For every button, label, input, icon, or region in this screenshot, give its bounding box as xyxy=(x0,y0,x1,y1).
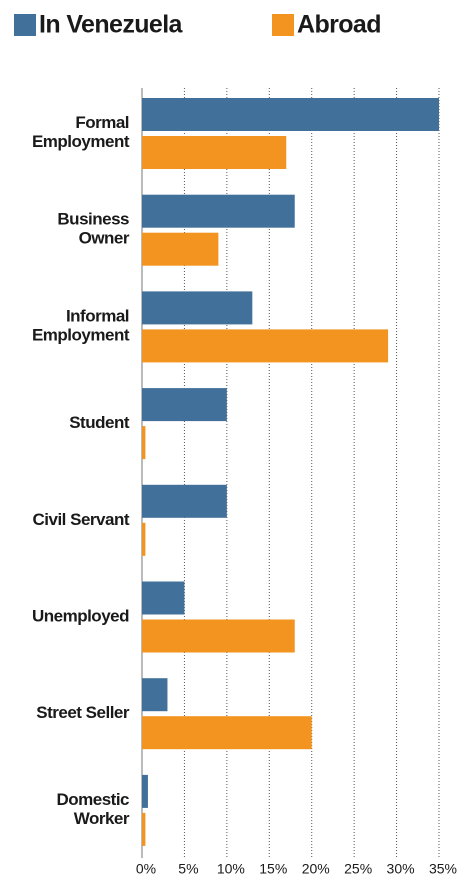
x-tick-label: 30% xyxy=(387,861,415,877)
x-tick-label: 25% xyxy=(344,861,372,877)
bar xyxy=(142,194,295,228)
y-tick-label: Formal Employment xyxy=(32,113,130,151)
y-tick-label: Unemployed xyxy=(32,606,129,625)
bar xyxy=(142,484,227,518)
bar xyxy=(142,98,439,131)
bar xyxy=(142,291,253,325)
bar xyxy=(142,329,389,363)
bar xyxy=(142,232,219,266)
x-tick-label: 10% xyxy=(217,861,245,877)
x-tick-label: 20% xyxy=(302,861,330,877)
y-tick-label: Business Owner xyxy=(57,210,129,248)
x-tick-label: 0% xyxy=(136,861,156,877)
y-tick-label: Street Seller xyxy=(36,703,130,722)
y-tick-label: Student xyxy=(69,413,130,432)
bar xyxy=(142,388,227,422)
bar xyxy=(142,716,312,750)
bar xyxy=(142,426,146,460)
x-tick-label: 5% xyxy=(178,861,198,877)
legend-swatch xyxy=(272,14,294,36)
x-tick-label: 35% xyxy=(429,861,457,877)
bar xyxy=(142,774,148,808)
legend-label: In Venezuela xyxy=(39,11,184,39)
bar xyxy=(142,678,168,712)
x-tick-label: 15% xyxy=(259,861,287,877)
y-tick-label: Civil Servant xyxy=(33,510,130,529)
bar xyxy=(142,619,295,653)
y-tick-label: Domestic Worker xyxy=(56,790,129,828)
bar xyxy=(142,581,185,615)
bar xyxy=(142,522,146,556)
bar xyxy=(142,812,146,846)
y-tick-label: Informal Employment xyxy=(32,307,130,345)
bar xyxy=(142,136,287,169)
legend-label: Abroad xyxy=(297,11,381,39)
legend-swatch xyxy=(14,14,36,36)
